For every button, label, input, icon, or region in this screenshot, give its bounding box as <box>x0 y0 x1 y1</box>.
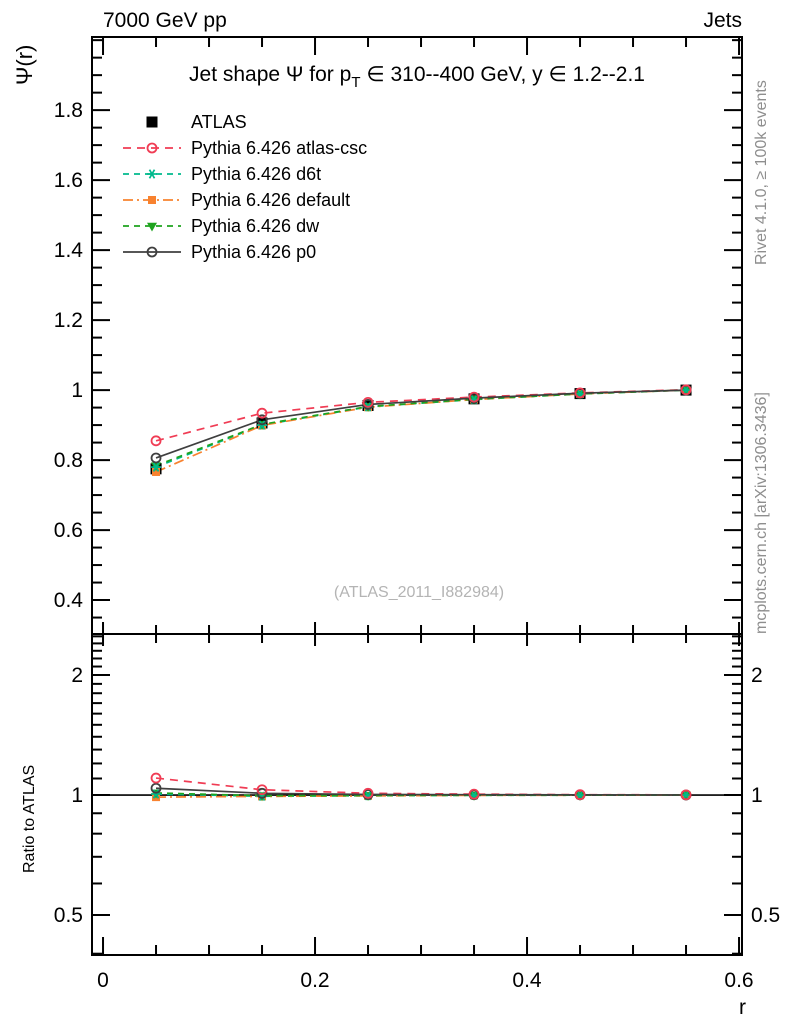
y-tick-label-main: 0.8 <box>54 449 83 472</box>
plot-title: Jet shape Ψ for pT ∈ 310--400 GeV, y ∈ 1… <box>189 63 645 91</box>
header-analysis-label: Jets <box>703 9 742 32</box>
y-tick-label-main: 1.4 <box>54 239 84 262</box>
marker-pythia-6-426-d6t <box>151 789 162 799</box>
chart-generated-content: 0 0.2 0.4 0.6 0.4 0.6 0.8 1 1.2 1.4 1.6 1.8 0.5 0.5 1 1… <box>54 36 780 992</box>
marker-pythia-6-426-p0 <box>150 452 162 464</box>
marker-pythia-6-426-p0 <box>146 246 158 258</box>
marker-pythia-6-426-atlas-csc <box>468 788 480 800</box>
line-main-pythia-6-426-p0 <box>155 389 687 459</box>
marker-pythia-6-426-dw <box>147 222 157 232</box>
legend-label-pythia-6-426-p0: Pythia 6.426 p0 <box>191 242 316 262</box>
header-beam-label: 7000 GeV pp <box>103 9 227 32</box>
x-tick-label: 0 <box>97 969 109 992</box>
marker-pythia-6-426-atlas-csc <box>150 772 162 784</box>
marker-pythia-6-426-p0 <box>150 782 162 794</box>
y-tick-label-ratio-left: 1 <box>71 784 83 807</box>
y-tick-label-main: 1.2 <box>54 309 83 332</box>
y-tick-label-ratio-right: 0.5 <box>751 904 780 927</box>
mcplots-citation-note: mcplots.cern.ch [arXiv:1306.3436] <box>753 392 770 634</box>
marker-pythia-6-426-d6t <box>147 169 157 179</box>
marker-pythia-6-426-d6t <box>681 385 692 395</box>
y-tick-label-ratio-right: 2 <box>751 664 763 687</box>
marker-pythia-6-426-atlas-csc <box>680 789 692 801</box>
y-tick-label-main: 1.6 <box>54 169 83 192</box>
legend-item-atlas: ATLAS <box>146 112 247 132</box>
y-tick-label-ratio-left: 2 <box>71 664 83 687</box>
series-markers <box>150 384 692 802</box>
main-panel-frame <box>91 36 743 635</box>
legend-label-pythia-6-426-atlas-csc: Pythia 6.426 atlas-csc <box>191 138 367 158</box>
marker-pythia-6-426-atlas-csc <box>574 789 586 801</box>
y-axis-labels-ratio: 0.5 0.5 1 1 2 2 <box>54 664 780 927</box>
marker-pythia-6-426-atlas-csc <box>146 142 158 154</box>
legend-item-pythia-6-426-p0: Pythia 6.426 p0 <box>123 242 316 262</box>
x-tick-label: 0.6 <box>724 969 753 992</box>
y-tick-label-main: 1 <box>71 379 83 402</box>
y-axis-title-main: Ψ(r) <box>12 45 37 85</box>
x-axis-title: r <box>739 996 746 1019</box>
marker-pythia-6-426-d6t <box>681 790 692 800</box>
marker-pythia-6-426-atlas-csc <box>256 784 268 796</box>
marker-pythia-6-426-atlas-csc <box>362 787 374 799</box>
marker-pythia-6-426-default <box>148 196 156 204</box>
legend-label-pythia-6-426-default: Pythia 6.426 default <box>191 190 350 210</box>
y-tick-label-main: 0.6 <box>54 519 83 542</box>
marker-atlas <box>146 116 158 128</box>
marker-pythia-6-426-atlas-csc <box>362 396 374 408</box>
marker-pythia-6-426-atlas-csc <box>574 387 586 399</box>
series-lines <box>92 388 742 798</box>
x-tick-label: 0.4 <box>512 969 542 992</box>
legend: ATLAS Pythia 6.426 atlas-csc Pythia 6.426 … <box>123 112 367 262</box>
legend-label-pythia-6-426-d6t: Pythia 6.426 d6t <box>191 164 321 184</box>
analysis-id-watermark: (ATLAS_2011_I882984) <box>334 584 504 601</box>
marker-pythia-6-426-default <box>152 467 161 476</box>
legend-label-atlas: ATLAS <box>191 112 247 132</box>
line-main-pythia-6-426-default <box>155 389 687 473</box>
marker-pythia-6-426-p0 <box>256 414 268 426</box>
axes-frame <box>91 36 743 956</box>
legend-item-pythia-6-426-d6t: Pythia 6.426 d6t <box>123 164 321 184</box>
legend-item-pythia-6-426-atlas-csc: Pythia 6.426 atlas-csc <box>123 138 367 158</box>
y-axis-title-ratio: Ratio to ATLAS <box>21 765 38 873</box>
marker-pythia-6-426-atlas-csc <box>256 407 268 419</box>
line-main-pythia-6-426-atlas-csc <box>155 388 687 442</box>
marker-pythia-6-426-atlas-csc <box>150 435 162 447</box>
legend-item-pythia-6-426-dw: Pythia 6.426 dw <box>123 216 320 236</box>
legend-item-pythia-6-426-default: Pythia 6.426 default <box>123 190 350 210</box>
marker-pythia-6-426-p0 <box>256 787 268 799</box>
marker-pythia-6-426-atlas-csc <box>468 391 480 403</box>
line-ratio-pythia-6-426-p0 <box>155 787 687 796</box>
marker-pythia-6-426-atlas-csc <box>680 384 692 396</box>
y-axis-labels-main: 0.4 0.6 0.8 1 1.2 1.4 1.6 1.8 <box>54 99 84 612</box>
y-tick-label-main: 0.4 <box>54 589 84 612</box>
y-tick-label-main: 1.8 <box>54 99 83 122</box>
y-tick-label-ratio-right: 1 <box>751 784 763 807</box>
legend-label-pythia-6-426-dw: Pythia 6.426 dw <box>191 216 320 236</box>
x-axis-ticks <box>102 37 741 955</box>
marker-pythia-6-426-d6t <box>151 462 162 472</box>
line-ratio-pythia-6-426-atlas-csc <box>155 777 687 796</box>
x-axis-labels: 0 0.2 0.4 0.6 <box>97 969 753 992</box>
x-tick-label: 0.2 <box>300 969 329 992</box>
rivet-version-note: Rivet 4.1.0, ≥ 100k events <box>753 80 770 265</box>
y-tick-label-ratio-left: 0.5 <box>54 904 83 927</box>
y-axis-ticks-main <box>92 39 742 619</box>
